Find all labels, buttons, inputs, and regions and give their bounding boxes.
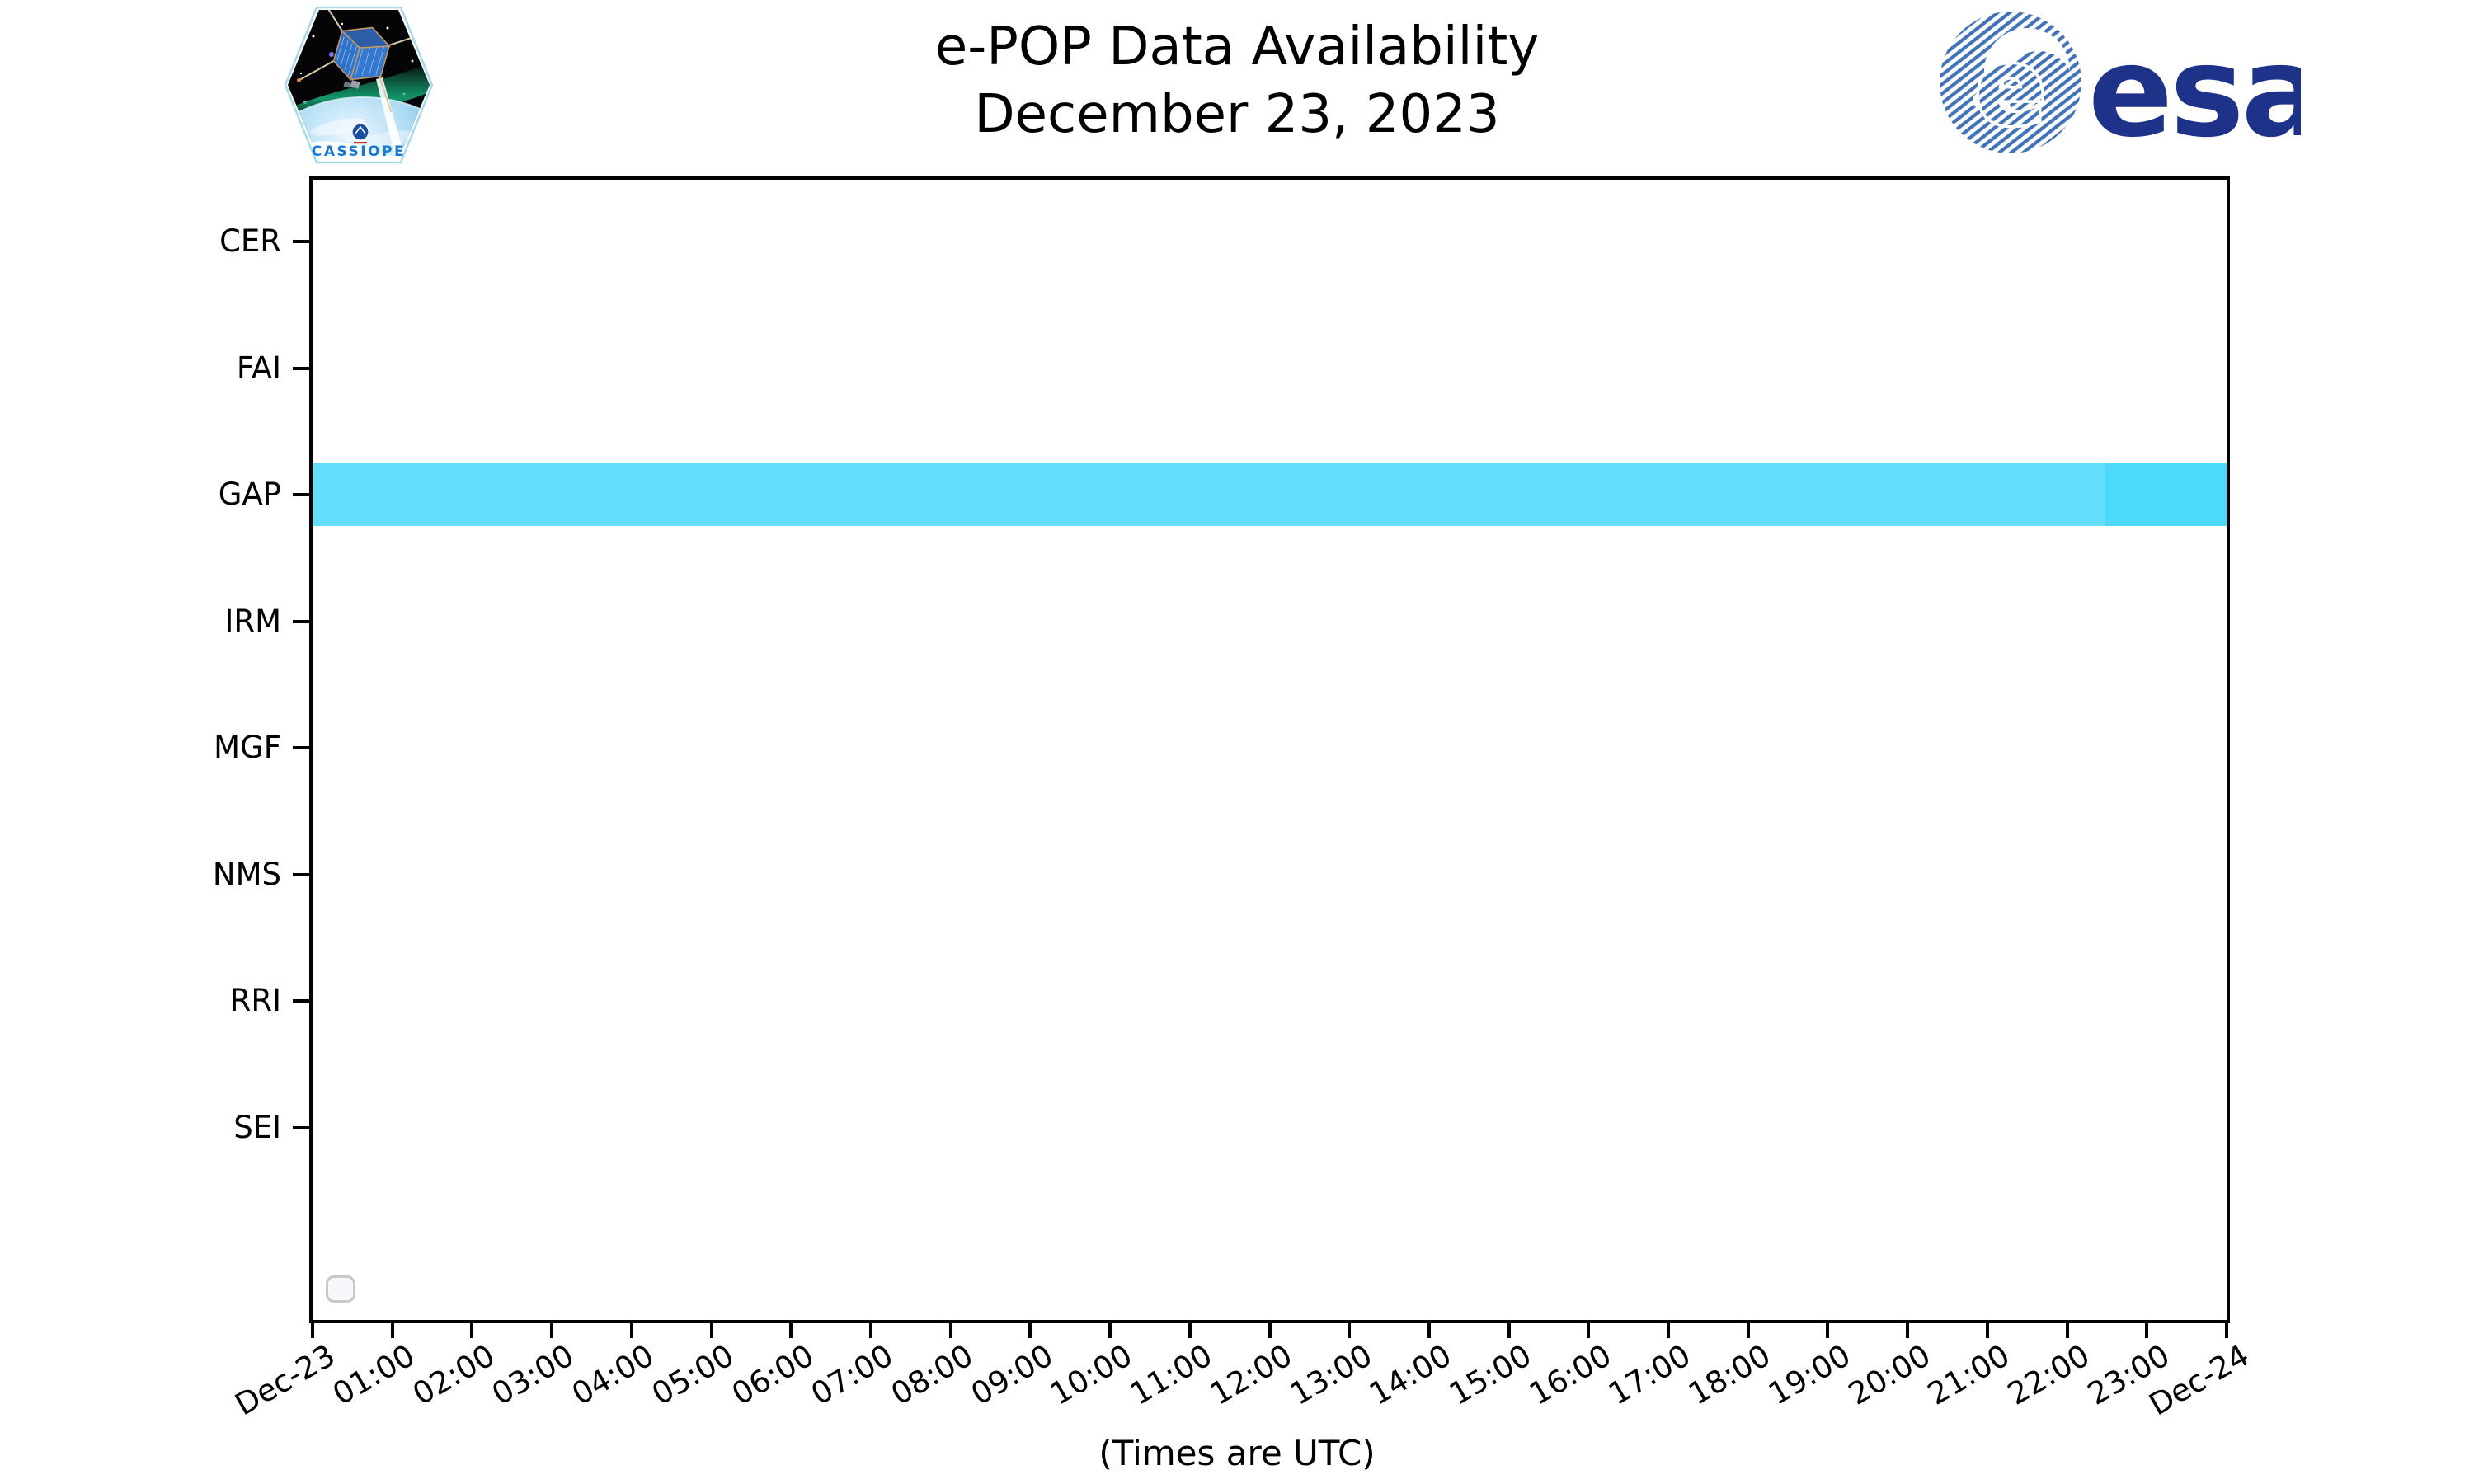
x-tick-label: 11:00 [1124, 1337, 1219, 1412]
x-tick-label: 09:00 [965, 1337, 1059, 1412]
axis-caption: (Times are UTC) [1098, 1433, 1376, 1473]
x-tick [789, 1323, 793, 1338]
x-tick-label: 05:00 [646, 1337, 741, 1412]
legend-box [326, 1275, 355, 1303]
x-tick [948, 1323, 952, 1338]
y-tick-label: MGF [214, 730, 281, 765]
y-tick-label: SEI [233, 1109, 281, 1145]
x-tick [1587, 1323, 1591, 1338]
x-tick [1108, 1323, 1112, 1338]
y-tick [293, 493, 309, 496]
x-tick [1348, 1323, 1352, 1338]
x-tick-label: 03:00 [486, 1337, 581, 1412]
x-tick [1985, 1323, 1989, 1338]
availability-bar-gap [2105, 463, 2227, 526]
cassiope-patch-label: CASSIOPE [312, 143, 406, 160]
x-tick-label: 12:00 [1204, 1337, 1298, 1412]
x-tick [550, 1323, 554, 1338]
y-tick-label: FAI [236, 350, 281, 386]
y-tick-label: CER [219, 223, 281, 259]
x-tick-label: 15:00 [1443, 1337, 1538, 1412]
x-tick-label: 18:00 [1682, 1337, 1777, 1412]
x-tick-label: 21:00 [1921, 1337, 2016, 1412]
esa-logo: e esa [1938, 10, 2326, 165]
x-tick-label: 04:00 [566, 1337, 661, 1412]
x-tick [1746, 1323, 1750, 1338]
x-tick [470, 1323, 474, 1338]
x-tick-label: 20:00 [1841, 1337, 1936, 1412]
y-tick-label: IRM [224, 603, 281, 639]
x-tick [1667, 1323, 1671, 1338]
y-tick [293, 240, 309, 243]
x-tick-label: 01:00 [327, 1337, 421, 1412]
esa-logo-icon: e esa [1940, 12, 2326, 165]
chart-subtitle: December 23, 2023 [974, 84, 1500, 145]
y-tick-label: RRI [229, 983, 281, 1018]
x-tick [2145, 1323, 2149, 1338]
x-tick [1826, 1323, 1830, 1338]
esa-wordmark: esa [2088, 19, 2301, 154]
x-tick [868, 1323, 872, 1338]
y-tick [293, 619, 309, 623]
x-tick-label: 14:00 [1363, 1337, 1458, 1412]
x-tick [709, 1323, 713, 1338]
y-tick [293, 366, 309, 370]
x-tick [1268, 1323, 1272, 1338]
y-tick [293, 1125, 309, 1129]
y-tick [293, 999, 309, 1003]
availability-bar-gap [313, 463, 2105, 526]
esa-globe-e: e [1975, 26, 2047, 149]
x-tick [1906, 1323, 1910, 1338]
y-tick-label: GAP [218, 477, 281, 512]
x-tick-label: 08:00 [885, 1337, 980, 1412]
x-tick [2225, 1323, 2228, 1338]
x-tick-label: 13:00 [1283, 1337, 1378, 1412]
chart-title: e-POP Data Availability [934, 16, 1540, 77]
x-tick-label: 06:00 [725, 1337, 820, 1412]
x-tick-label: 16:00 [1522, 1337, 1617, 1412]
x-tick-label: Dec-23 [228, 1337, 341, 1423]
x-tick [629, 1323, 633, 1338]
x-tick [1507, 1323, 1511, 1338]
x-tick-label: 22:00 [2001, 1337, 2096, 1412]
x-tick-label: 10:00 [1044, 1337, 1139, 1412]
y-tick [293, 872, 309, 876]
x-tick-label: 02:00 [407, 1337, 501, 1412]
x-tick [1427, 1323, 1431, 1338]
chart-title-block: e-POP Data Availability December 23, 202… [0, 13, 2474, 148]
x-tick [311, 1323, 314, 1338]
y-tick-label: NMS [212, 856, 281, 892]
chart-plot-area [309, 176, 2230, 1323]
x-tick-label: 07:00 [805, 1337, 900, 1412]
x-tick [390, 1323, 394, 1338]
x-tick [1028, 1323, 1032, 1338]
x-tick [2065, 1323, 2069, 1338]
cassiope-patch-icon: CASSIOPE [284, 6, 434, 164]
x-tick-label: 19:00 [1762, 1337, 1856, 1412]
cassiope-mission-patch: CASSIOPE [280, 3, 437, 170]
y-tick [293, 746, 309, 749]
x-tick-label: 17:00 [1602, 1337, 1697, 1412]
x-tick [1188, 1323, 1192, 1338]
